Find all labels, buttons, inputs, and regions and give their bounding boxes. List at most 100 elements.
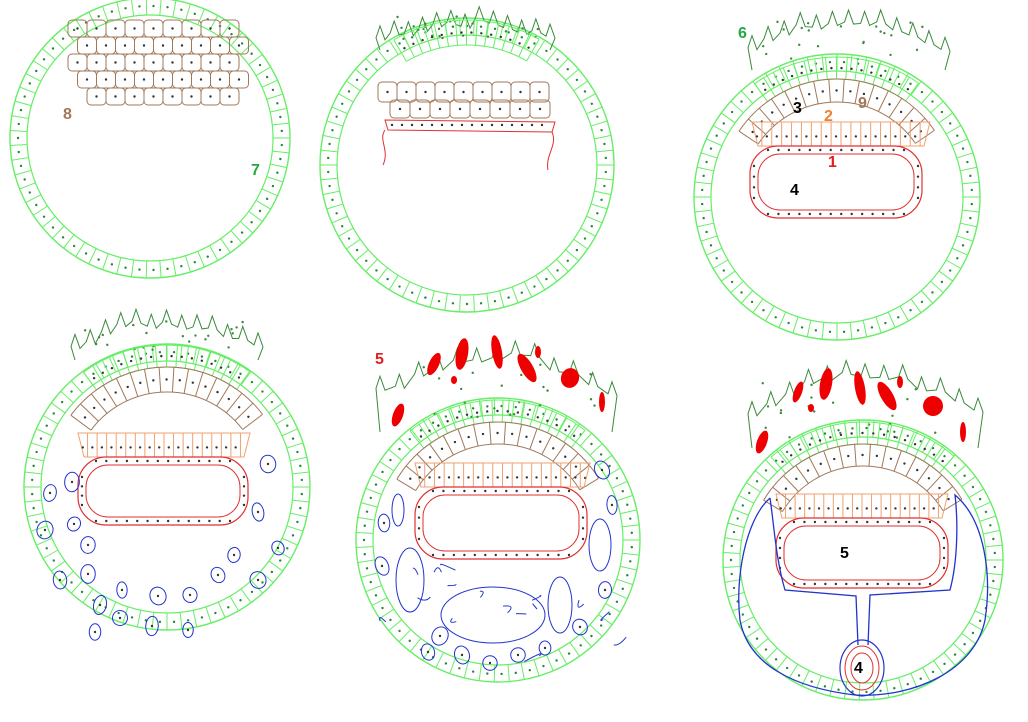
stage5-syncytium-nucleus [542, 386, 544, 388]
stage6-trophoblast-cell-nucleus [731, 545, 733, 547]
stage6-hypoblast-sac-outer [776, 518, 948, 588]
stage3-syncytium-nucleus [840, 25, 842, 27]
stage4-trophoblast-cell-wall [43, 550, 58, 559]
stage4-mesoderm-cell-nucleus [187, 629, 189, 631]
stage5-syncytium-nucleus [476, 416, 478, 418]
stage6-trophoblast-cell-nucleus [786, 451, 788, 453]
stage4-syncytium-nucleus [231, 332, 233, 334]
stage3-trophoblast-cell-nucleus [966, 161, 968, 163]
stage6-trophoblast-cell-nucleus [907, 683, 909, 685]
stage4-trophoblast-cell-wall [282, 429, 298, 436]
stage5-epiblast-arc-cell-wall [542, 435, 552, 455]
stage6-hypoblast-sac-nucleus [929, 521, 931, 523]
stage1-trophoblast-cell-nucleus [124, 267, 126, 269]
stage5-trophoblast-cell-wall [622, 553, 639, 555]
stage3-trophoblast-cell-wall [697, 167, 714, 171]
stage4-epiblast-arc-cell-wall [130, 373, 138, 397]
stage5-hypoblast-sac-nucleus [568, 490, 570, 492]
stage6-epiblast-band-nucleus [827, 507, 829, 509]
stage1-embryoblast-cell-nucleus [143, 44, 145, 46]
stage4-cytotrophoblast-arc-cell-wall [155, 345, 157, 367]
stage3-trophoblast-cell-nucleus [775, 316, 777, 318]
stage2-trophoblast-cell-nucleus [327, 157, 329, 159]
stage2-hypoblast-nucleus [541, 124, 543, 126]
stage3-trophoblast-cell-nucleus [956, 135, 958, 137]
stage3-hypoblast-sac-nucleus [753, 186, 755, 188]
stage1-embryoblast-cell-nucleus [209, 27, 211, 29]
stage2-trophoblast-cell-nucleus [335, 212, 337, 214]
stage1-embryoblast-cell-nucleus [133, 61, 135, 63]
stage6-trophoblast-cell-wall [969, 622, 984, 631]
stage6-trophoblast-cell-nucleus [963, 643, 965, 645]
stage5-cytotrophoblast-arc-cell-nucleus [437, 424, 439, 426]
stage5-trophoblast-outer [356, 398, 640, 682]
stage2-syncytium-nucleus [400, 27, 402, 29]
stage4-trophoblast-cell-nucleus [117, 612, 119, 614]
stage4-trophoblast-cell-nucleus [214, 612, 216, 614]
stage6-epiblast-arc-cell-wall [869, 444, 870, 466]
stage1-trophoblast-cell-wall [160, 261, 161, 278]
stage3-epiblast-arc-cell-nucleus [900, 111, 902, 113]
stage4-trophoblast-cell-nucleus [32, 465, 34, 467]
stage6-trophoblast-cell-nucleus [731, 573, 733, 575]
stage1-trophoblast-cell-nucleus [180, 265, 182, 267]
stage5-cytotrophoblast-arc-cell-nucleus [420, 435, 422, 437]
stage6-trophoblast-cell-wall [873, 420, 874, 437]
stage5-hypoblast-sac-nucleus [418, 538, 420, 540]
stage4-trophoblast-cell-wall [31, 443, 47, 448]
stage2-trophoblast-cell-wall [402, 282, 409, 297]
stage1-trophoblast-cell-nucleus [250, 221, 252, 223]
stage5-hypoblast-sac-nucleus [495, 490, 497, 492]
stage3-epiblast-arc-cell-wall [889, 98, 902, 117]
stage6-trophoblast-cell-wall [739, 495, 754, 503]
stage6-trophoblast-cell-nucleus [837, 429, 839, 431]
stage6-trophoblast-cell-nucleus [742, 504, 744, 506]
stage4-epiblast-arc-cell-nucleus [216, 391, 218, 393]
stage4-trophoblast-cell-wall [51, 561, 65, 571]
stage1-trophoblast-cell-wall [117, 257, 121, 274]
stage6-trophoblast-cell-wall [755, 639, 768, 650]
stage4-trophoblast-cell-wall [276, 416, 291, 425]
stage1-trophoblast-cell-wall [10, 131, 27, 132]
stage2-cytotrophoblast-arc-cell-nucleus [403, 47, 405, 49]
stage5-trophoblast-cell-wall [606, 603, 621, 612]
stage4-epiblast-band-nucleus [206, 446, 208, 448]
stage3-trophoblast-cell-nucleus [731, 111, 733, 113]
lacuna [817, 367, 834, 401]
stage3-trophoblast-cell-wall [697, 223, 714, 227]
stage4-cytotrophoblast-arc-cell-nucleus [111, 367, 113, 369]
stage3-cytotrophoblast-arc-cell-nucleus [870, 71, 872, 73]
stage2-trophoblast-cell-nucleus [591, 103, 593, 105]
stage6-trophoblast-cell-nucleus [775, 658, 777, 660]
stage3-epiblast-arc-cell-nucleus [835, 89, 837, 91]
stage4-mesoderm-cell-nucleus [59, 579, 61, 581]
stage2-trophoblast-cell-wall [346, 81, 360, 91]
stage4-hypoblast-sac-nucleus [115, 520, 117, 522]
stage2-embryoblast-cell-nucleus [405, 91, 407, 93]
stage6-hypoblast-sac-nucleus [779, 557, 781, 559]
stage4-mesoderm-cell-nucleus [189, 594, 191, 596]
stage5-trophoblast-cell-wall [372, 598, 387, 606]
stage2-trophoblast-cell-nucleus [438, 300, 440, 302]
stage4-mesoderm-cell-nucleus [99, 604, 101, 606]
stage3-trophoblast-cell-nucleus [705, 161, 707, 163]
stage3-syncytium-nucleus [909, 22, 911, 24]
stage3-epiblast-arc-cell-nucleus [751, 131, 753, 133]
stage1-embryoblast-cell-nucleus [238, 78, 240, 80]
stage6-hypoblast-sac-nucleus [887, 583, 889, 585]
stage4-trophoblast-cell-nucleus [187, 619, 189, 621]
stage3-trophoblast-cell-wall [946, 126, 961, 135]
stage5-cytotrophoblast-arc-cell-wall [539, 409, 547, 430]
stage5-trophoblast-cell-nucleus [364, 525, 366, 527]
stage3-syncytium-nucleus [883, 32, 885, 34]
stage6-trophoblast-cell-nucleus [786, 667, 788, 669]
stage1-embryoblast-cell-nucleus [86, 44, 88, 46]
stage3-trophoblast-cell-wall [695, 182, 712, 184]
stage3-trophoblast-cell-wall [807, 320, 811, 337]
stage5-trophoblast-cell-nucleus [590, 443, 592, 445]
stage2-trophoblast-cell-wall [591, 121, 607, 126]
stage6-epiblast-arc-cell-nucleus [876, 455, 878, 457]
stage6-cytotrophoblast-arc-cell-nucleus [904, 439, 906, 441]
stage1-trophoblast-cell-wall [26, 73, 41, 81]
stage4-trophoblast-cell-nucleus [70, 390, 72, 392]
